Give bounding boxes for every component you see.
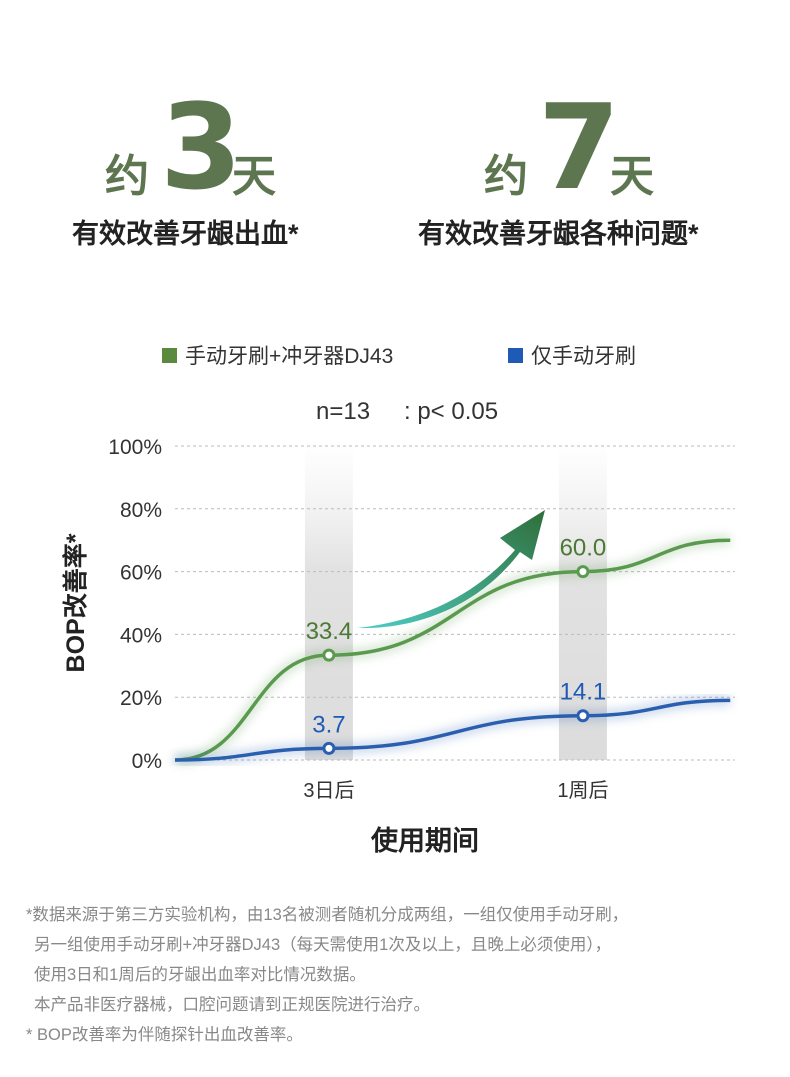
legend-item-combo: 手动牙刷+冲牙器DJ43 [162,340,393,370]
y-tick-label: 20% [120,687,162,710]
headline-left-subtitle: 有效改善牙龈出血* [72,219,299,249]
y-tick-label: 80% [120,499,162,522]
y-tick-label: 0% [132,750,162,773]
note-line: * BOP改善率为伴随探针出血改善率。 [26,1026,303,1044]
x-tick-label: 1周后 [557,779,608,802]
series-glow [174,535,731,765]
headline-right-suffix: 天 [610,152,654,201]
headline-right-prefix: 约 [484,152,528,201]
p-value: : p< 0.05 [404,398,499,425]
data-point [322,648,336,662]
x-tick-label: 3日后 [303,779,354,802]
data-point [576,709,590,723]
note-line: 另一组使用手动牙刷+冲牙器DJ43（每天需使用1次及以上，且晚上必须使用）， [34,936,612,954]
legend-swatch-blue [508,347,523,363]
legend-label: 手动牙刷+冲牙器DJ43 [185,345,394,368]
series-line-0 [174,538,731,762]
trend-arrow [357,510,545,629]
data-point [322,741,336,755]
y-tick-label: 40% [120,624,162,647]
headline-right-subtitle: 有效改善牙龈各种问题* [418,219,699,249]
note-line: *数据来源于第三方实验机构，由13名被测者随机分成两组，一组仅使用手动牙刷， [26,906,629,924]
note-line: 本产品非医疗器械，口腔问题请到正规医院进行治疗。 [34,996,430,1014]
headline-left-suffix: 天 [232,152,276,201]
y-tick-label: 100% [108,436,162,459]
footnotes: *数据来源于第三方实验机构，由13名被测者随机分成两组，一组仅使用手动牙刷， 另… [26,900,628,1050]
legend-label: 仅手动牙刷 [531,345,636,368]
y-tick-label: 60% [120,562,162,585]
legend-item-manual: 仅手动牙刷 [508,340,636,370]
data-label: 3.7 [312,711,345,738]
headline-left-prefix: 约 [105,152,149,201]
x-axis-label: 使用期间 [370,826,479,856]
data-point [576,565,590,579]
y-axis-label: BOP改善率* [61,533,90,672]
data-label: 60.0 [560,535,607,562]
data-label: 33.4 [306,618,353,645]
sample-size: n=13 [316,398,371,425]
headline-left-number: 3 [160,78,243,216]
headline-right-number: 7 [538,78,621,216]
highlight-bar [558,440,607,760]
data-label: 14.1 [560,679,607,706]
highlight-bar [304,440,353,760]
series-line-1 [174,698,731,762]
note-line: 使用3日和1周后的牙龈出血率对比情况数据。 [34,966,366,984]
legend-swatch-green [162,347,177,363]
